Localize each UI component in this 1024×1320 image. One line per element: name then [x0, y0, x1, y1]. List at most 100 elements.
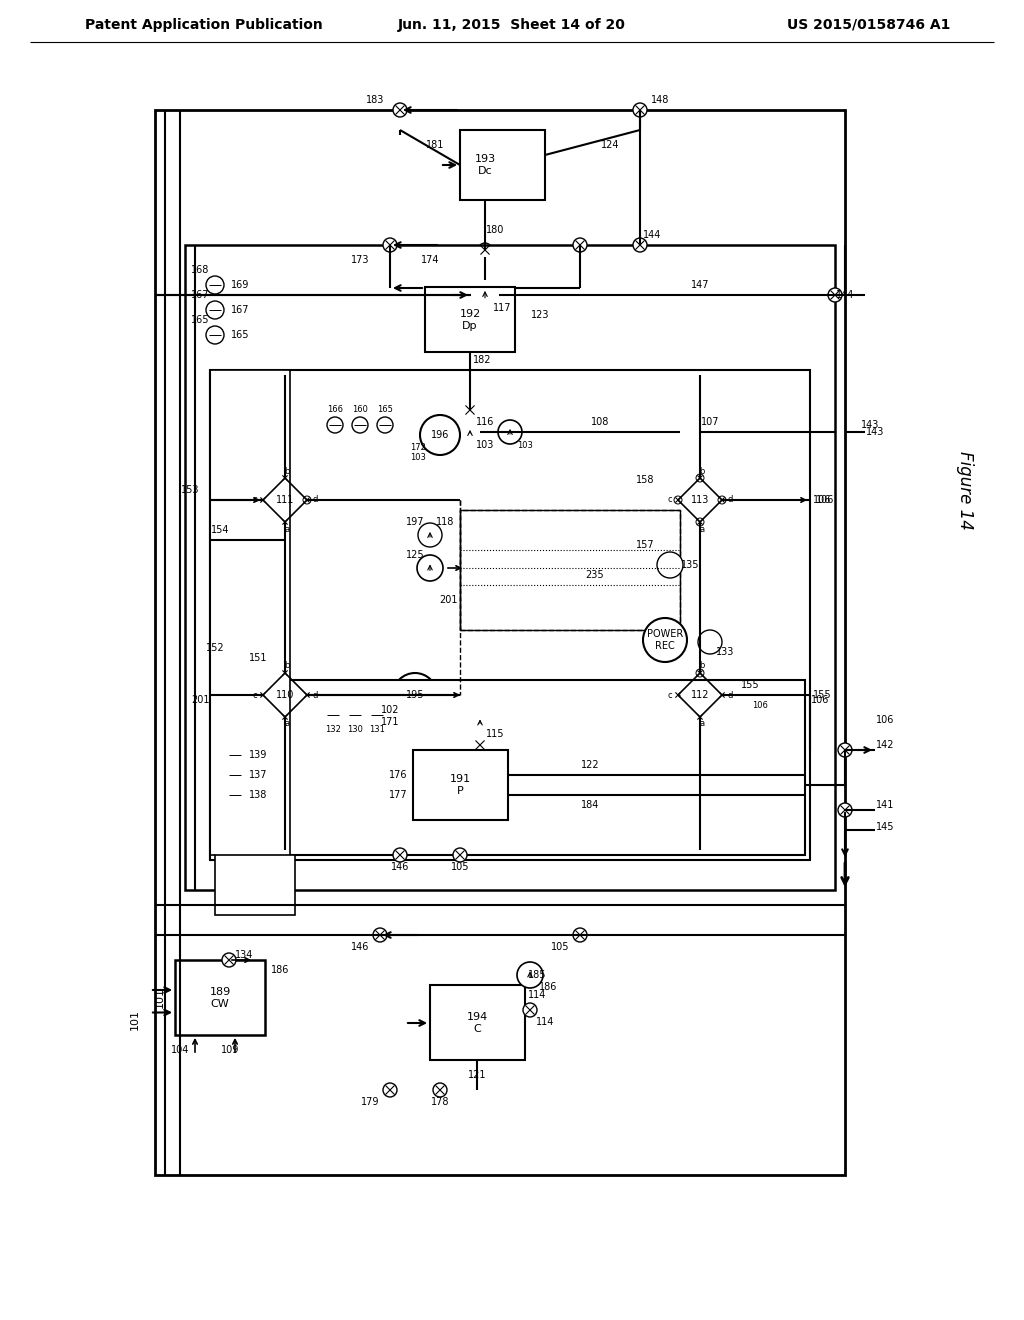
- Text: 113: 113: [691, 495, 710, 506]
- Text: 146: 146: [351, 942, 370, 952]
- Text: 154: 154: [211, 525, 229, 535]
- Text: b: b: [699, 661, 705, 671]
- Bar: [413, 750, 508, 820]
- Circle shape: [303, 690, 311, 700]
- Circle shape: [226, 766, 244, 784]
- Text: 106: 106: [816, 495, 835, 506]
- Text: 192
Dp: 192 Dp: [460, 309, 480, 331]
- Circle shape: [327, 417, 343, 433]
- Circle shape: [393, 847, 407, 862]
- Text: Patent Application Publication: Patent Application Publication: [85, 18, 323, 32]
- Text: 131: 131: [369, 726, 385, 734]
- Circle shape: [751, 686, 769, 704]
- Text: 146: 146: [391, 862, 410, 873]
- Circle shape: [420, 414, 460, 455]
- Circle shape: [718, 496, 726, 504]
- Bar: [155, 110, 845, 1175]
- Text: 105: 105: [551, 942, 569, 952]
- Text: 181: 181: [426, 140, 444, 150]
- Text: b: b: [285, 661, 290, 671]
- Text: 193
Dc: 193 Dc: [474, 154, 496, 176]
- Text: 106: 106: [876, 715, 894, 725]
- Text: 105: 105: [451, 862, 469, 873]
- Circle shape: [347, 708, 362, 723]
- Text: 142: 142: [876, 741, 894, 750]
- Circle shape: [222, 953, 236, 968]
- Circle shape: [259, 496, 267, 504]
- Circle shape: [352, 417, 368, 433]
- Text: 143: 143: [861, 420, 880, 430]
- Text: Figure 14: Figure 14: [956, 450, 974, 529]
- Circle shape: [828, 288, 842, 302]
- Circle shape: [373, 928, 387, 942]
- Circle shape: [393, 103, 407, 117]
- Text: d: d: [312, 495, 317, 504]
- Circle shape: [469, 711, 490, 733]
- Bar: [185, 246, 835, 890]
- Circle shape: [393, 673, 437, 717]
- Text: 122: 122: [581, 760, 599, 770]
- Text: Jun. 11, 2015  Sheet 14 of 20: Jun. 11, 2015 Sheet 14 of 20: [398, 18, 626, 32]
- Circle shape: [226, 746, 244, 764]
- Text: 183: 183: [366, 95, 384, 106]
- Circle shape: [259, 690, 267, 700]
- Text: 125: 125: [406, 550, 424, 560]
- Text: 106: 106: [752, 701, 768, 710]
- Circle shape: [281, 517, 289, 525]
- Text: 155: 155: [813, 690, 831, 700]
- Text: 186: 186: [539, 982, 557, 993]
- Text: 109: 109: [221, 1045, 240, 1055]
- Text: 196: 196: [431, 430, 450, 440]
- Circle shape: [573, 928, 587, 942]
- Circle shape: [383, 238, 397, 252]
- Text: 144: 144: [643, 230, 662, 240]
- Text: 157: 157: [636, 540, 654, 550]
- Circle shape: [453, 847, 467, 862]
- Circle shape: [573, 238, 587, 252]
- Text: 107: 107: [700, 417, 719, 426]
- Text: 106: 106: [813, 495, 831, 506]
- Circle shape: [471, 281, 499, 309]
- Text: d: d: [727, 495, 733, 504]
- Bar: [215, 855, 295, 915]
- Text: 158: 158: [636, 475, 654, 484]
- Text: 171: 171: [381, 717, 399, 727]
- Text: 180: 180: [485, 224, 504, 235]
- Text: 110: 110: [275, 690, 294, 700]
- Circle shape: [206, 326, 224, 345]
- Circle shape: [325, 708, 341, 723]
- Circle shape: [460, 422, 480, 442]
- Text: POWER
REC: POWER REC: [647, 630, 683, 651]
- Circle shape: [633, 103, 647, 117]
- Circle shape: [377, 417, 393, 433]
- Text: 145: 145: [876, 822, 894, 832]
- Text: 139: 139: [249, 750, 267, 760]
- Circle shape: [433, 1082, 447, 1097]
- Text: 147: 147: [691, 280, 710, 290]
- Circle shape: [696, 669, 705, 677]
- Text: 101: 101: [130, 1010, 140, 1031]
- Circle shape: [206, 276, 224, 294]
- Text: 165: 165: [377, 405, 393, 414]
- Circle shape: [383, 1082, 397, 1097]
- Text: 168: 168: [190, 265, 209, 275]
- Text: 185: 185: [527, 970, 546, 979]
- Circle shape: [281, 669, 289, 677]
- Circle shape: [696, 474, 705, 482]
- Circle shape: [417, 554, 443, 581]
- Text: 115: 115: [485, 729, 504, 739]
- Text: 179: 179: [360, 1097, 379, 1107]
- Text: 194
C: 194 C: [466, 1012, 487, 1034]
- Bar: [425, 286, 515, 352]
- Text: c: c: [253, 495, 257, 504]
- Text: 169: 169: [230, 280, 249, 290]
- Text: 191
P: 191 P: [450, 775, 471, 796]
- Text: 104: 104: [171, 1045, 189, 1055]
- Circle shape: [523, 1003, 537, 1016]
- Text: 132: 132: [325, 726, 341, 734]
- Text: b: b: [285, 466, 290, 475]
- Text: 130: 130: [347, 726, 362, 734]
- Text: 167: 167: [190, 290, 209, 300]
- Text: 166: 166: [327, 405, 343, 414]
- Text: 178: 178: [431, 1097, 450, 1107]
